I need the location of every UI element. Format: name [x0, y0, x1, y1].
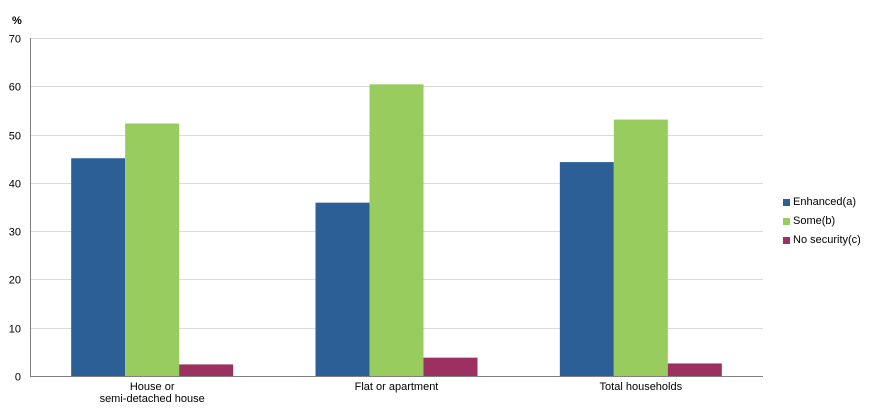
bar — [613, 119, 668, 377]
legend-label-no-security: No security(c) — [793, 234, 861, 246]
y-tick-label: 60 — [9, 82, 21, 94]
bars — [71, 84, 722, 377]
legend-item-some: Some(b) — [783, 212, 861, 231]
x-tick-label: Flat or apartment — [355, 381, 439, 393]
y-tick-label: 40 — [9, 179, 21, 191]
y-tick-label: 0 — [15, 372, 21, 384]
legend-swatch-no-security — [783, 237, 790, 244]
legend-item-no-security: No security(c) — [783, 231, 861, 250]
y-axis-unit-label: % — [12, 15, 22, 27]
y-tick-label: 10 — [9, 324, 21, 336]
legend-label-enhanced: Enhanced(a) — [793, 196, 856, 208]
y-tick-label: 30 — [9, 227, 21, 239]
x-tick-label: semi-detached house — [100, 393, 205, 405]
x-tick-label: Total households — [600, 381, 683, 393]
legend-label-some: Some(b) — [793, 215, 836, 227]
axes — [30, 38, 763, 377]
bar — [125, 123, 180, 376]
y-tick-label: 20 — [9, 275, 21, 287]
legend: Enhanced(a) Some(b) No security(c) — [783, 193, 861, 250]
y-tick-label: 70 — [9, 34, 21, 46]
bar — [369, 84, 424, 377]
legend-item-enhanced: Enhanced(a) — [783, 193, 861, 212]
bar — [667, 363, 722, 376]
bar — [423, 357, 478, 376]
bar — [71, 158, 126, 376]
legend-swatch-some — [783, 218, 790, 225]
x-tick-label: House or — [130, 381, 175, 393]
legend-swatch-enhanced — [783, 199, 790, 206]
bar — [315, 202, 370, 376]
y-tick-label: 50 — [9, 131, 21, 143]
bar — [179, 364, 234, 376]
bar — [559, 162, 614, 376]
